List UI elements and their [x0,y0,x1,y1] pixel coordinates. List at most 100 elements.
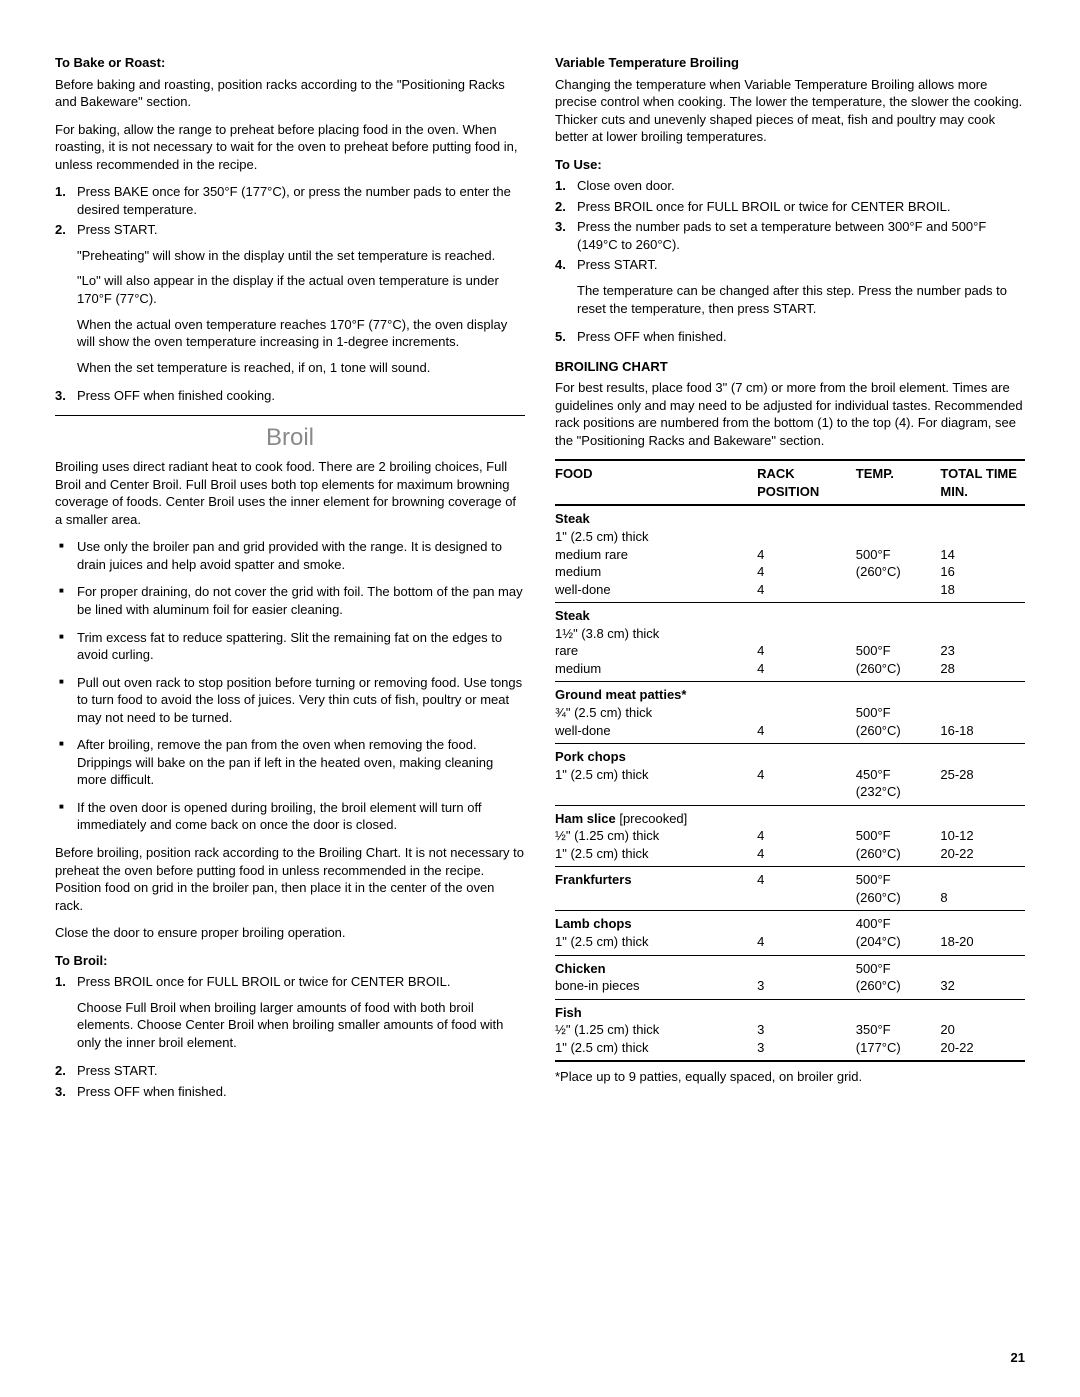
broil-bullet: ■Trim excess fat to reduce spattering. S… [55,629,525,664]
bullet-text: Trim excess fat to reduce spattering. Sl… [77,629,525,664]
use-step-5: 5.Press OFF when finished. [555,328,1025,346]
table-row: Frankfurters4500°F(260°C)8 [555,867,1025,911]
broil-intro: Broiling uses direct radiant heat to coo… [55,458,525,528]
step-body: Press the number pads to set a temperatu… [577,218,1025,253]
bake-roast-heading: To Bake or Roast: [55,54,525,72]
page-number: 21 [1011,1349,1025,1367]
to-use-heading: To Use: [555,156,1025,174]
header-temp: TEMP. [856,465,941,500]
step-text: The temperature can be changed after thi… [577,282,1025,317]
vtb-heading: Variable Temperature Broiling [555,54,1025,72]
broil-paragraph-1: Before broiling, position rack according… [55,844,525,914]
use-step-2: 2.Press BROIL once for FULL BROIL or twi… [555,198,1025,216]
step-text: When the actual oven temperature reaches… [77,316,525,351]
step-text: When the set temperature is reached, if … [77,359,525,377]
bake-step-3: 3. Press OFF when finished cooking. [55,387,525,405]
step-number: 1. [55,973,77,1059]
bullet-icon: ■ [55,799,77,834]
step-text: "Preheating" will show in the display un… [77,247,525,265]
step-body: Press START. The temperature can be chan… [577,256,1025,325]
broil-bullet: ■Pull out oven rack to stop position bef… [55,674,525,727]
vtb-intro: Changing the temperature when Variable T… [555,76,1025,146]
step-body: Press START. "Preheating" will show in t… [77,221,525,384]
two-column-layout: To Bake or Roast: Before baking and roas… [55,50,1025,1109]
bake-roast-steps: 1. Press BAKE once for 350°F (177°C), or… [55,183,525,404]
table-row: Fish½" (1.25 cm) thick3350°F201" (2.5 cm… [555,1000,1025,1061]
step-body: Press BAKE once for 350°F (177°C), or pr… [77,183,525,218]
table-header: FOOD RACK POSITION TEMP. TOTAL TIME MIN. [555,461,1025,506]
step-number: 3. [555,218,577,253]
broil-bullet: ■Use only the broiler pan and grid provi… [55,538,525,573]
step-number: 2. [555,198,577,216]
to-broil-heading: To Broil: [55,952,525,970]
to-broil-step-2: 2. Press START. [55,1062,525,1080]
step-body: Press BROIL once for FULL BROIL or twice… [77,973,525,1059]
step-number: 2. [55,1062,77,1080]
use-step-3: 3.Press the number pads to set a tempera… [555,218,1025,253]
table-row: Lamb chops400°F1" (2.5 cm) thick4(204°C)… [555,911,1025,955]
table-row: Steak1½" (3.8 cm) thickrare4500°F23mediu… [555,603,1025,682]
step-number: 2. [55,221,77,384]
to-broil-step-1: 1. Press BROIL once for FULL BROIL or tw… [55,973,525,1059]
to-broil-step-3: 3. Press OFF when finished. [55,1083,525,1101]
table-row: Ham slice [precooked]½" (1.25 cm) thick4… [555,806,1025,868]
step-body: Press OFF when finished. [77,1083,525,1101]
bake-roast-intro-1: Before baking and roasting, position rac… [55,76,525,111]
table-row: Ground meat patties*¾" (2.5 cm) thick500… [555,682,1025,744]
broil-bullet: ■If the oven door is opened during broil… [55,799,525,834]
bullet-text: For proper draining, do not cover the gr… [77,583,525,618]
step-text: Choose Full Broil when broiling larger a… [77,999,525,1052]
bullet-text: Use only the broiler pan and grid provid… [77,538,525,573]
broil-section-title: Broil [55,422,525,454]
step-body: Press OFF when finished. [577,328,1025,346]
table-row: Pork chops1" (2.5 cm) thick4450°F25-28(2… [555,744,1025,806]
bullet-icon: ■ [55,538,77,573]
bullet-icon: ■ [55,583,77,618]
step-number: 1. [55,183,77,218]
table-row: Chicken500°Fbone-in pieces3(260°C)32 [555,956,1025,1000]
broil-bullets: ■Use only the broiler pan and grid provi… [55,538,525,834]
bullet-icon: ■ [55,736,77,789]
bullet-text: After broiling, remove the pan from the … [77,736,525,789]
step-number: 3. [55,1083,77,1101]
step-body: Press START. [77,1062,525,1080]
to-broil-steps: 1. Press BROIL once for FULL BROIL or tw… [55,973,525,1100]
broil-bullet: ■After broiling, remove the pan from the… [55,736,525,789]
step-number: 3. [55,387,77,405]
bake-step-1: 1. Press BAKE once for 350°F (177°C), or… [55,183,525,218]
step-number: 4. [555,256,577,325]
left-column: To Bake or Roast: Before baking and roas… [55,50,525,1109]
step-text: Press BROIL once for FULL BROIL or twice… [77,973,525,991]
step-body: Press BROIL once for FULL BROIL or twice… [577,198,1025,216]
bullet-icon: ■ [55,674,77,727]
right-column: Variable Temperature Broiling Changing t… [555,50,1025,1109]
header-rack: RACK POSITION [757,465,856,500]
broiling-chart-table: FOOD RACK POSITION TEMP. TOTAL TIME MIN.… [555,459,1025,1062]
step-text: "Lo" will also appear in the display if … [77,272,525,307]
step-body: Close oven door. [577,177,1025,195]
page: To Bake or Roast: Before baking and roas… [0,0,1080,1397]
table-row: Steak1" (2.5 cm) thickmedium rare4500°F1… [555,506,1025,603]
step-number: 1. [555,177,577,195]
use-step-1: 1.Close oven door. [555,177,1025,195]
bullet-text: If the oven door is opened during broili… [77,799,525,834]
broiling-chart-heading: BROILING CHART [555,358,1025,376]
table-footnote: *Place up to 9 patties, equally spaced, … [555,1068,1025,1086]
section-divider [55,415,525,416]
broil-paragraph-2: Close the door to ensure proper broiling… [55,924,525,942]
to-use-steps: 1.Close oven door. 2.Press BROIL once fo… [555,177,1025,345]
bake-step-2: 2. Press START. "Preheating" will show i… [55,221,525,384]
broiling-chart-intro: For best results, place food 3" (7 cm) o… [555,379,1025,449]
header-food: FOOD [555,465,757,500]
table-body: Steak1" (2.5 cm) thickmedium rare4500°F1… [555,506,1025,1060]
step-number: 5. [555,328,577,346]
step-text: Press START. [77,221,525,239]
header-time: TOTAL TIME MIN. [940,465,1025,500]
bake-roast-intro-2: For baking, allow the range to preheat b… [55,121,525,174]
step-body: Press OFF when finished cooking. [77,387,525,405]
broil-bullet: ■For proper draining, do not cover the g… [55,583,525,618]
use-step-4: 4. Press START. The temperature can be c… [555,256,1025,325]
step-text: Press START. [577,256,1025,274]
bullet-text: Pull out oven rack to stop position befo… [77,674,525,727]
bullet-icon: ■ [55,629,77,664]
